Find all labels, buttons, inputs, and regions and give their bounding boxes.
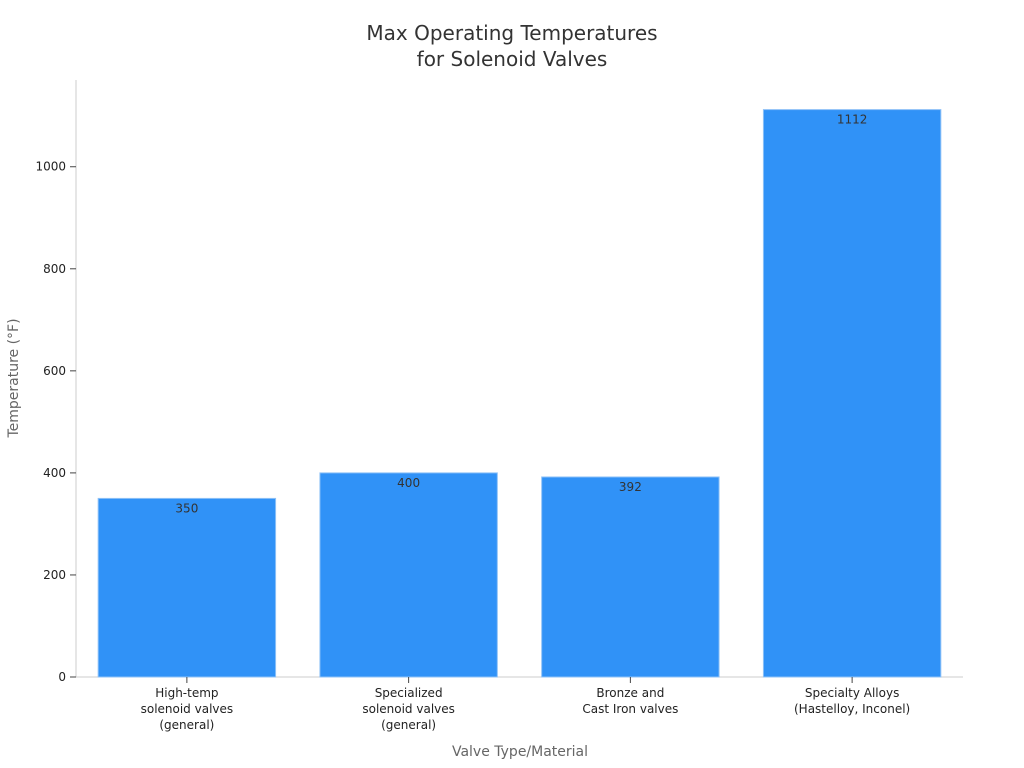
bar — [319, 472, 498, 678]
bar-data-label: 1112 — [837, 113, 868, 127]
x-tick-label: Specialty Alloys (Hastelloy, Inconel) — [794, 686, 910, 716]
x-tick-label-line: solenoid valves — [362, 702, 455, 716]
x-tick-label: Bronze and Cast Iron valves — [582, 686, 678, 716]
x-tick-label-line: Specialty Alloys — [805, 686, 899, 700]
chart-title-line-2: for Solenoid Valves — [417, 47, 608, 71]
bars: 350 400 392 1112 — [97, 109, 942, 678]
x-tick-label-line: (general) — [381, 718, 436, 732]
y-tick-label: 1000 — [35, 160, 66, 174]
bar-data-label: 392 — [619, 480, 642, 494]
y-tick-label: 600 — [43, 364, 66, 378]
y-tick-label: 200 — [43, 568, 66, 582]
x-tick-label-line: Bronze and — [596, 686, 664, 700]
x-tick-label-line: Specialized — [375, 686, 443, 700]
bar-data-label: 400 — [397, 476, 420, 490]
y-axis-title: Temperature (°F) — [6, 318, 22, 438]
x-tick-label-line: High-temp — [155, 686, 218, 700]
bar — [762, 109, 942, 678]
chart-title-line-1: Max Operating Temperatures — [366, 21, 657, 45]
bar — [541, 476, 720, 678]
bar — [97, 497, 277, 678]
y-tick-label: 800 — [43, 262, 66, 276]
x-tick-label: Specialized solenoid valves (general) — [362, 686, 455, 732]
x-tick-label: High-temp solenoid valves (general) — [141, 686, 234, 732]
x-tick-label-line: Cast Iron valves — [582, 702, 678, 716]
x-tick-label-line: solenoid valves — [141, 702, 234, 716]
x-axis-ticks: High-temp solenoid valves (general)Special… — [141, 677, 910, 732]
bar-data-label: 350 — [175, 501, 198, 515]
y-axis-ticks: 0 200 400 600 800 1000 — [35, 160, 76, 684]
x-axis-title: Valve Type/Material — [452, 744, 588, 760]
y-tick-label: 0 — [58, 670, 66, 684]
y-tick-label: 400 — [43, 466, 66, 480]
x-tick-label-line: (Hastelloy, Inconel) — [794, 702, 910, 716]
x-tick-label-line: (general) — [159, 718, 214, 732]
